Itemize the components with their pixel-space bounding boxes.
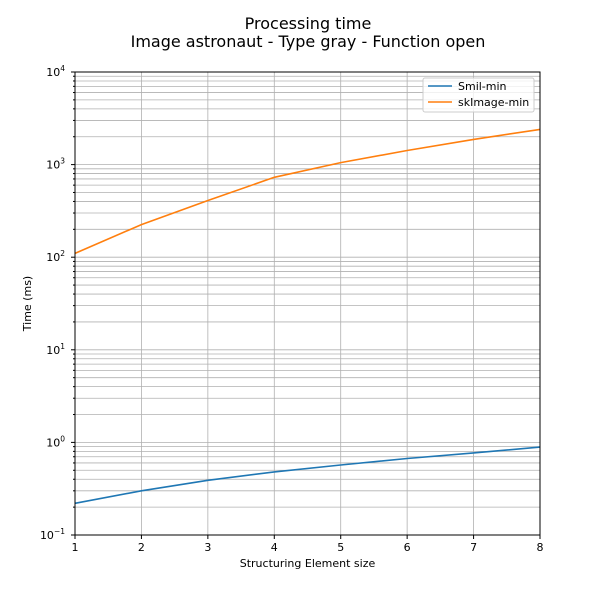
x-tick-label: 1 [72, 541, 79, 554]
y-tick-label: 10−1 [40, 527, 65, 542]
y-tick-label: 102 [46, 249, 65, 264]
x-tick-label: 3 [204, 541, 211, 554]
y-tick-label: 103 [46, 157, 65, 172]
y-axis-label: Time (ms) [21, 276, 34, 332]
x-tick-label: 4 [271, 541, 278, 554]
x-tick-label: 2 [138, 541, 145, 554]
x-tick-labels: 1 2 3 4 5 6 7 8 [72, 541, 544, 554]
x-axis-label: Structuring Element size [240, 557, 376, 570]
axis-ticks [71, 71, 541, 539]
legend: Smil-min skImage-min [422, 77, 535, 113]
x-tick-label: 8 [537, 541, 544, 554]
chart-title: Processing time [245, 14, 372, 33]
legend-label-smil-min: Smil-min [458, 80, 507, 93]
chart-subtitle: Image astronaut - Type gray - Function o… [131, 32, 486, 51]
y-tick-label: 100 [46, 434, 65, 449]
series-lines [74, 128, 541, 505]
x-tick-label: 5 [337, 541, 344, 554]
series-line-skimage-min [74, 128, 541, 255]
series-line-smil-min [74, 446, 541, 505]
y-tick-labels: 10−1 100 101 102 103 104 [40, 64, 65, 542]
y-tick-label: 101 [46, 342, 65, 357]
grid [74, 72, 541, 536]
x-tick-label: 6 [404, 541, 411, 554]
legend-label-skimage-min: skImage-min [458, 96, 529, 109]
x-tick-label: 7 [470, 541, 477, 554]
plot-frame [74, 71, 541, 536]
y-tick-label: 104 [46, 64, 65, 79]
